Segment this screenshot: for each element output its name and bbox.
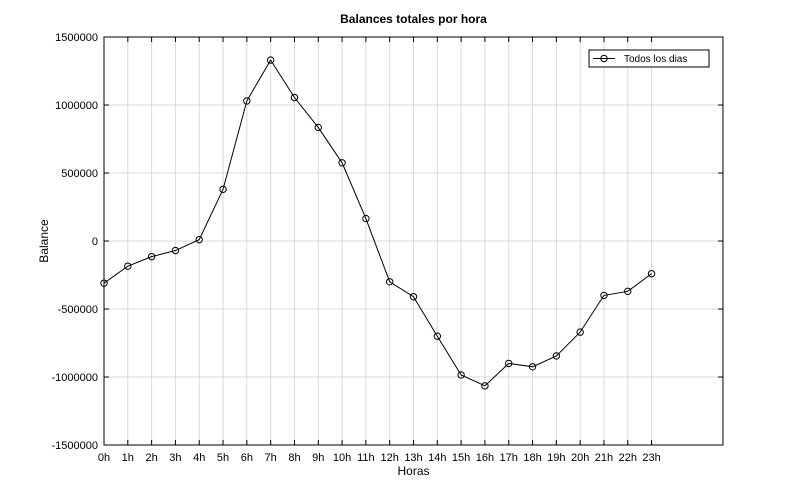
data-point bbox=[100, 279, 108, 287]
x-tick-label: 3h bbox=[169, 452, 181, 464]
data-point bbox=[552, 352, 561, 360]
x-tick-label: 12h bbox=[381, 452, 399, 464]
data-point bbox=[576, 328, 584, 336]
data-point bbox=[600, 291, 608, 300]
y-tick-label: -1000000 bbox=[52, 372, 99, 384]
x-axis-title: Horas bbox=[397, 464, 429, 478]
data-point bbox=[147, 252, 156, 261]
ticks: 0h 1h 2h 3h 4h 5h 6h 7h 8h 9h 10h 11h 12h 13h 14h 15h 16… bbox=[52, 32, 723, 464]
legend: Todos los dias bbox=[588, 49, 710, 68]
x-tick-label: 8h bbox=[288, 452, 300, 464]
series-layer bbox=[100, 56, 656, 390]
x-tick-label: 21h bbox=[595, 452, 613, 464]
x-tick-label: 19h bbox=[547, 452, 565, 464]
data-point bbox=[338, 159, 346, 167]
x-tick-label: 13h bbox=[404, 452, 422, 464]
data-point bbox=[124, 262, 132, 270]
x-tick-label: 20h bbox=[571, 452, 589, 464]
x-tick-label: 6h bbox=[241, 452, 253, 464]
legend-marker-icon bbox=[600, 54, 608, 63]
y-tick-label: 500000 bbox=[61, 168, 98, 180]
x-tick-label: 9h bbox=[312, 452, 324, 464]
x-tick-label: 15h bbox=[452, 452, 470, 464]
grid bbox=[103, 37, 723, 445]
series-line bbox=[103, 59, 652, 387]
x-tick-label: 0h bbox=[98, 452, 110, 464]
data-point bbox=[219, 185, 227, 194]
legend-label: Todos los dias bbox=[624, 54, 687, 65]
data-point bbox=[409, 293, 418, 301]
y-tick-label: 1500000 bbox=[55, 32, 98, 44]
y-tick-label: 0 bbox=[92, 236, 98, 248]
data-point bbox=[647, 269, 656, 278]
data-point bbox=[528, 363, 537, 371]
x-tick-label: 5h bbox=[217, 452, 229, 464]
x-tick-label: 1h bbox=[122, 452, 134, 464]
y-axis-title: Balance bbox=[37, 219, 51, 263]
data-point bbox=[171, 246, 180, 255]
data-point bbox=[385, 278, 394, 286]
x-tick-label: 7h bbox=[265, 452, 277, 464]
x-tick-label: 4h bbox=[193, 452, 205, 464]
x-tick-label: 22h bbox=[619, 452, 637, 464]
y-tick-label: -1500000 bbox=[52, 440, 99, 452]
y-tick-label: -500000 bbox=[58, 304, 98, 316]
data-point bbox=[433, 332, 442, 340]
data-point bbox=[457, 371, 465, 379]
data-point bbox=[362, 214, 370, 223]
y-tick-label: 1000000 bbox=[55, 100, 98, 112]
x-tick-label: 16h bbox=[476, 452, 494, 464]
data-point bbox=[314, 123, 322, 132]
data-point bbox=[266, 56, 275, 64]
x-tick-label: 14h bbox=[428, 452, 446, 464]
x-tick-label: 2h bbox=[145, 452, 157, 464]
chart-title: Balances totales por hora bbox=[340, 12, 487, 26]
data-point bbox=[481, 382, 489, 390]
x-tick-label: 10h bbox=[333, 452, 351, 464]
data-point bbox=[290, 93, 299, 102]
data-point bbox=[243, 97, 251, 105]
x-tick-label: 23h bbox=[642, 452, 660, 464]
data-point bbox=[624, 287, 632, 296]
x-tick-label: 11h bbox=[357, 452, 375, 464]
data-point bbox=[195, 235, 203, 244]
x-tick-label: 18h bbox=[523, 452, 541, 464]
legend-box bbox=[588, 49, 710, 68]
data-point bbox=[505, 359, 513, 368]
x-tick-label: 17h bbox=[500, 452, 518, 464]
